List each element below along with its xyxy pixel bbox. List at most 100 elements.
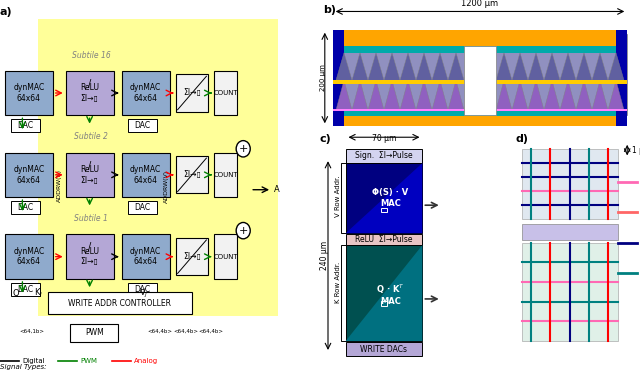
Text: K$_j$: K$_j$: [34, 287, 43, 301]
Text: ReLU
ΣI→▯: ReLU ΣI→▯: [80, 247, 99, 266]
Text: dynMAC
64x64: dynMAC 64x64: [130, 165, 161, 185]
Bar: [346, 149, 422, 163]
Text: ΣI→▯: ΣI→▯: [183, 252, 201, 261]
Text: V Row Addr.: V Row Addr.: [335, 175, 340, 217]
Text: DAC: DAC: [134, 121, 150, 130]
Text: Subtile 1: Subtile 1: [74, 214, 108, 223]
Bar: [176, 238, 208, 275]
Polygon shape: [448, 80, 464, 110]
Text: PWM: PWM: [85, 328, 104, 337]
Bar: [346, 245, 422, 341]
Polygon shape: [368, 80, 384, 110]
Text: <64,1b>: <64,1b>: [19, 328, 45, 334]
Polygon shape: [496, 80, 512, 110]
Text: ReLU
ΣI→▯: ReLU ΣI→▯: [80, 165, 99, 185]
Polygon shape: [496, 53, 512, 80]
Bar: [464, 46, 496, 115]
Text: /: /: [88, 79, 92, 89]
Text: PWM: PWM: [80, 358, 97, 364]
Text: +: +: [239, 144, 248, 154]
Text: d): d): [515, 134, 528, 144]
Bar: [381, 208, 387, 212]
Text: ReLU  ΣI→Pulse: ReLU ΣI→Pulse: [355, 235, 413, 244]
Text: COUNT: COUNT: [213, 172, 238, 178]
Bar: [128, 201, 157, 214]
Text: dynMAC
64x64: dynMAC 64x64: [13, 247, 44, 266]
Polygon shape: [400, 53, 416, 80]
Bar: [333, 30, 627, 46]
Text: ReLU
ΣI→▯: ReLU ΣI→▯: [80, 83, 99, 103]
Polygon shape: [512, 53, 528, 80]
Bar: [65, 234, 114, 279]
Text: dynMAC
64x64: dynMAC 64x64: [130, 83, 161, 103]
Bar: [522, 243, 618, 341]
Bar: [341, 245, 349, 341]
Polygon shape: [480, 53, 496, 80]
Bar: [522, 224, 618, 240]
Polygon shape: [400, 80, 416, 110]
Text: DAC: DAC: [17, 285, 34, 294]
Bar: [122, 234, 170, 279]
Bar: [346, 163, 422, 233]
Polygon shape: [368, 53, 384, 80]
Text: Analog: Analog: [134, 358, 159, 364]
Bar: [38, 19, 278, 316]
Bar: [122, 153, 170, 197]
Text: ADDRW(V): ADDRW(V): [164, 169, 169, 203]
Bar: [381, 301, 387, 306]
Text: ADDRW(K): ADDRW(K): [57, 170, 61, 202]
Bar: [346, 234, 422, 245]
Polygon shape: [528, 80, 544, 110]
Bar: [214, 71, 237, 115]
Text: dynMAC
64x64: dynMAC 64x64: [130, 247, 161, 266]
Bar: [128, 119, 157, 132]
Text: Sign.  ΣI→Pulse: Sign. ΣI→Pulse: [355, 151, 413, 160]
Bar: [522, 149, 618, 219]
Polygon shape: [592, 80, 608, 110]
Polygon shape: [336, 80, 352, 110]
Text: COUNT: COUNT: [213, 90, 238, 96]
Bar: [48, 292, 192, 314]
Polygon shape: [416, 80, 432, 110]
Text: DAC: DAC: [17, 203, 34, 212]
Text: Q · K$^T$
MAC: Q · K$^T$ MAC: [376, 282, 404, 306]
Polygon shape: [346, 163, 422, 233]
Polygon shape: [384, 53, 400, 80]
Polygon shape: [416, 53, 432, 80]
Polygon shape: [576, 53, 592, 80]
Text: c): c): [320, 134, 332, 144]
Polygon shape: [576, 80, 592, 110]
Polygon shape: [592, 53, 608, 80]
Text: ΣI→▯: ΣI→▯: [183, 170, 201, 179]
Polygon shape: [352, 53, 368, 80]
Polygon shape: [432, 80, 448, 110]
Polygon shape: [512, 80, 528, 110]
Text: DAC: DAC: [134, 203, 150, 212]
Bar: [214, 153, 237, 197]
Text: Q: Q: [13, 289, 19, 298]
Text: WRITE DACs: WRITE DACs: [360, 345, 408, 354]
Bar: [333, 34, 627, 115]
Bar: [5, 153, 52, 197]
Text: a): a): [0, 7, 13, 17]
Polygon shape: [560, 53, 576, 80]
Text: A: A: [274, 185, 279, 194]
Bar: [128, 283, 157, 296]
Polygon shape: [464, 53, 480, 80]
Polygon shape: [544, 53, 560, 80]
Text: Signal Types:: Signal Types:: [0, 364, 47, 370]
Bar: [333, 116, 627, 126]
Bar: [176, 74, 208, 112]
Bar: [333, 111, 627, 116]
Bar: [333, 30, 344, 126]
Text: dynMAC
64x64: dynMAC 64x64: [13, 165, 44, 185]
Text: COUNT: COUNT: [213, 254, 238, 260]
Polygon shape: [560, 80, 576, 110]
Bar: [346, 342, 422, 356]
Text: V$_j$: V$_j$: [140, 287, 148, 301]
Text: <64,4b>: <64,4b>: [147, 328, 173, 334]
Bar: [333, 46, 627, 53]
Text: <64,4b>: <64,4b>: [173, 328, 198, 334]
Polygon shape: [480, 80, 496, 110]
Bar: [333, 80, 627, 84]
